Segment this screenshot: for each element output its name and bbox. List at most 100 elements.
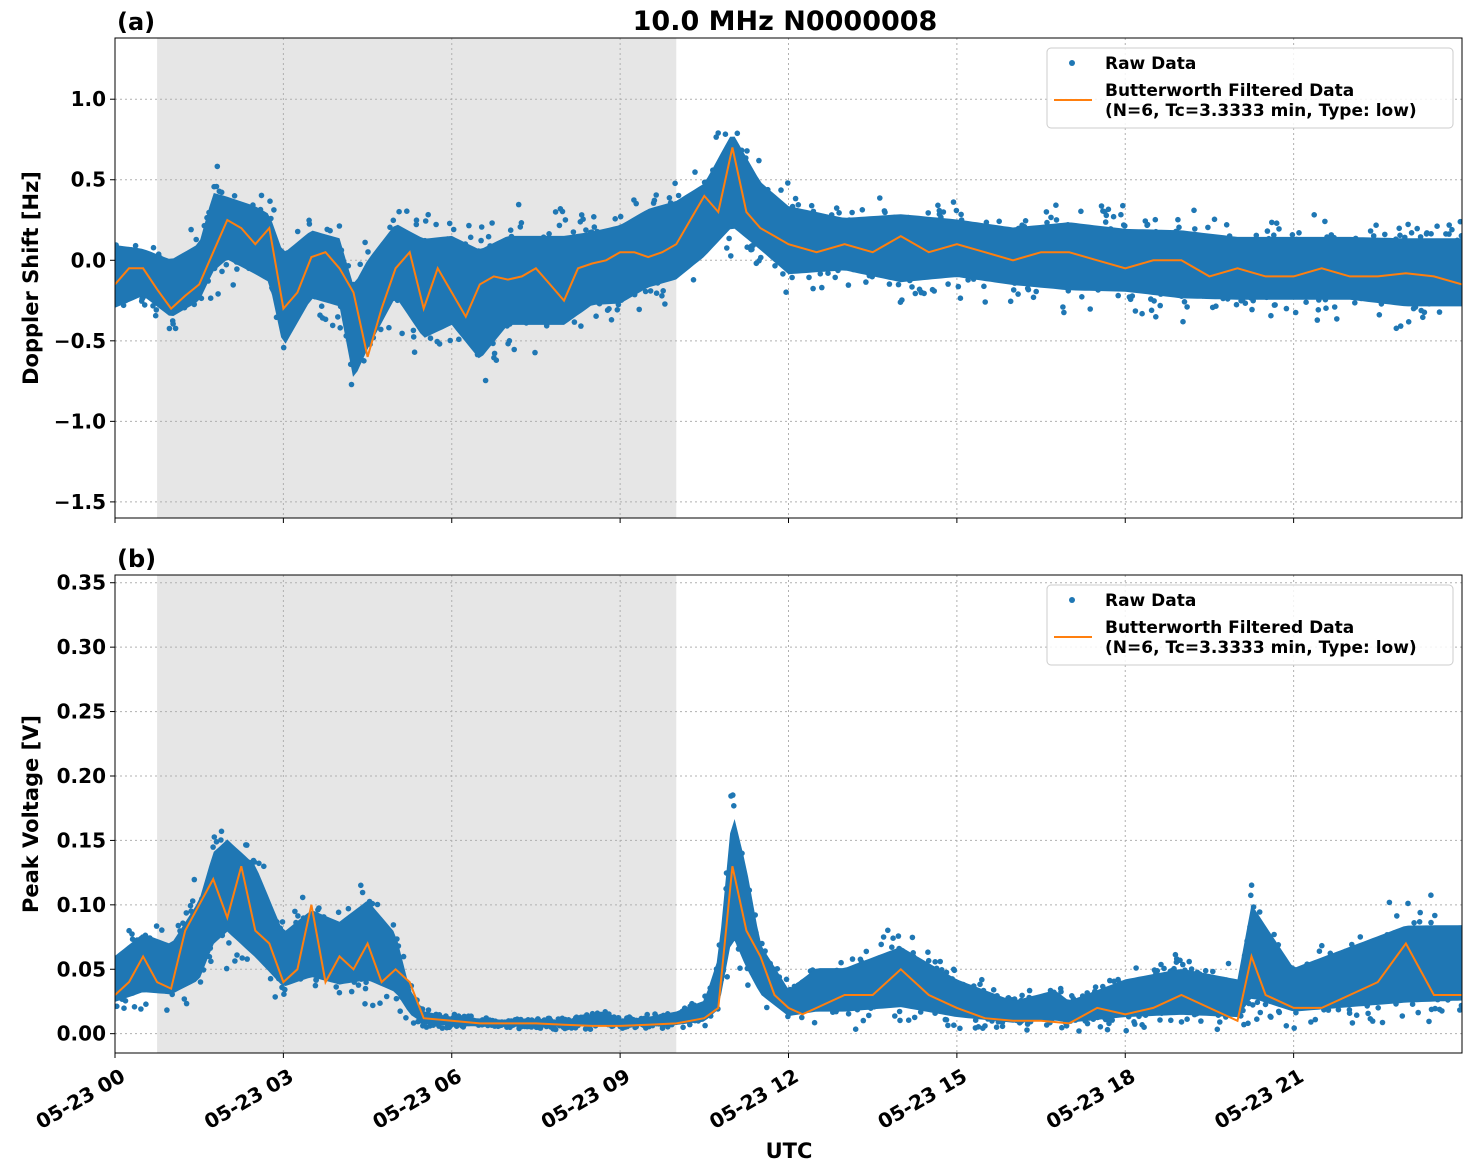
y-tick-label: 1.0 bbox=[71, 87, 106, 111]
raw-data-point bbox=[410, 1020, 417, 1026]
raw-data-point bbox=[690, 277, 697, 283]
raw-data-point bbox=[912, 290, 919, 297]
raw-data-point bbox=[990, 987, 997, 993]
raw-data-point bbox=[556, 222, 563, 229]
raw-data-point bbox=[267, 198, 273, 204]
raw-data-point bbox=[890, 935, 896, 941]
raw-data-point bbox=[390, 217, 397, 224]
raw-data-point bbox=[122, 998, 129, 1004]
raw-data-point bbox=[702, 1022, 708, 1029]
raw-data-point bbox=[1144, 221, 1151, 228]
raw-data-point bbox=[905, 1017, 912, 1023]
raw-data-point bbox=[1186, 958, 1192, 965]
raw-data-point bbox=[413, 221, 420, 228]
raw-data-point bbox=[478, 237, 484, 244]
raw-data-point bbox=[1283, 305, 1290, 312]
raw-data-point bbox=[1254, 1016, 1260, 1022]
raw-data-point bbox=[1250, 1002, 1256, 1008]
raw-data-point bbox=[1373, 222, 1379, 228]
raw-data-point bbox=[1148, 307, 1155, 314]
raw-data-point bbox=[783, 289, 789, 296]
raw-data-point bbox=[895, 933, 902, 939]
raw-data-point bbox=[606, 306, 612, 312]
raw-data-point bbox=[450, 226, 457, 233]
raw-data-point bbox=[897, 1017, 903, 1024]
raw-data-point bbox=[838, 959, 844, 966]
raw-data-point bbox=[390, 922, 397, 928]
raw-data-point bbox=[493, 357, 500, 364]
raw-data-point bbox=[413, 217, 420, 223]
raw-data-point bbox=[1110, 213, 1117, 220]
raw-data-point bbox=[996, 218, 1002, 225]
raw-data-point bbox=[878, 941, 884, 948]
raw-data-point bbox=[272, 994, 279, 1000]
raw-data-point bbox=[958, 211, 964, 218]
raw-data-point bbox=[982, 299, 988, 305]
raw-data-point bbox=[845, 1011, 852, 1017]
raw-data-point bbox=[1153, 314, 1159, 320]
raw-data-point bbox=[1043, 209, 1050, 215]
raw-data-point bbox=[744, 148, 750, 154]
raw-data-point bbox=[267, 975, 274, 982]
raw-data-point bbox=[335, 314, 341, 320]
raw-data-point bbox=[336, 989, 343, 996]
raw-data-point bbox=[756, 157, 762, 164]
y-tick-label: 0.5 bbox=[71, 168, 106, 192]
raw-data-point bbox=[571, 319, 578, 325]
raw-data-point bbox=[608, 317, 615, 323]
raw-data-point bbox=[1273, 220, 1280, 226]
raw-data-point bbox=[482, 377, 489, 384]
raw-data-point bbox=[591, 214, 597, 220]
raw-data-point bbox=[886, 281, 893, 287]
raw-data-point bbox=[226, 940, 232, 946]
raw-data-point bbox=[383, 993, 390, 1000]
raw-data-point bbox=[159, 927, 165, 933]
raw-data-point bbox=[1271, 931, 1277, 938]
raw-data-point bbox=[1132, 308, 1139, 314]
raw-data-point bbox=[1376, 312, 1383, 318]
raw-data-point bbox=[593, 313, 599, 320]
raw-data-point bbox=[362, 985, 369, 992]
raw-data-point bbox=[231, 193, 238, 199]
raw-data-point bbox=[294, 228, 301, 235]
raw-data-point bbox=[318, 303, 325, 310]
raw-data-point bbox=[955, 283, 962, 290]
raw-data-point bbox=[433, 221, 439, 228]
raw-data-point bbox=[132, 242, 139, 249]
raw-data-point bbox=[951, 967, 958, 974]
raw-data-point bbox=[1033, 288, 1039, 295]
raw-data-point bbox=[446, 220, 453, 227]
raw-data-point bbox=[348, 381, 355, 388]
raw-data-point bbox=[546, 231, 552, 237]
raw-data-point bbox=[1269, 219, 1275, 226]
raw-data-point bbox=[1177, 957, 1183, 964]
raw-data-point bbox=[1092, 984, 1099, 990]
raw-data-point bbox=[882, 209, 888, 216]
raw-data-point bbox=[358, 882, 364, 889]
raw-data-point bbox=[940, 209, 947, 215]
raw-data-point bbox=[666, 195, 673, 201]
raw-data-point bbox=[1053, 202, 1059, 208]
raw-data-point bbox=[811, 1019, 818, 1026]
raw-data-point bbox=[1015, 291, 1021, 297]
raw-data-point bbox=[1120, 202, 1126, 209]
raw-data-point bbox=[945, 1022, 951, 1029]
raw-data-point bbox=[1026, 987, 1033, 994]
raw-data-point bbox=[1424, 230, 1430, 236]
raw-data-point bbox=[261, 863, 267, 870]
raw-data-point bbox=[806, 274, 812, 281]
raw-data-point bbox=[1446, 222, 1452, 228]
raw-data-point bbox=[578, 212, 585, 218]
raw-data-point bbox=[422, 218, 429, 224]
raw-data-point bbox=[506, 338, 513, 344]
raw-data-point bbox=[223, 261, 230, 268]
raw-data-point bbox=[1223, 222, 1230, 228]
raw-data-point bbox=[1161, 965, 1167, 972]
raw-data-point bbox=[1044, 219, 1050, 226]
raw-data-point bbox=[909, 284, 915, 290]
raw-data-point bbox=[993, 1024, 1000, 1030]
plot-area bbox=[115, 792, 1462, 1034]
raw-data-point bbox=[411, 349, 418, 356]
raw-data-point bbox=[836, 210, 842, 216]
raw-data-point bbox=[1157, 302, 1163, 309]
